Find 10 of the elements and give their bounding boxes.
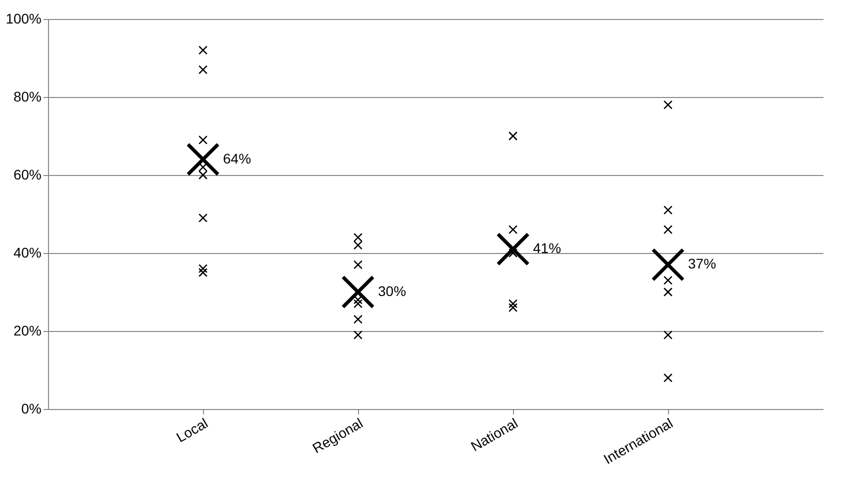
- data-label: 37%: [688, 256, 716, 272]
- data-label: 41%: [533, 240, 562, 256]
- y-tick-label: 40%: [13, 244, 42, 260]
- y-tick-label: 0%: [21, 400, 42, 416]
- y-tick-label: 60%: [13, 166, 42, 182]
- y-tick-label: 80%: [13, 88, 42, 104]
- y-tick-label: 20%: [13, 322, 42, 338]
- y-tick-label: 100%: [6, 10, 42, 26]
- data-label: 64%: [223, 150, 252, 166]
- data-label: 30%: [378, 283, 406, 299]
